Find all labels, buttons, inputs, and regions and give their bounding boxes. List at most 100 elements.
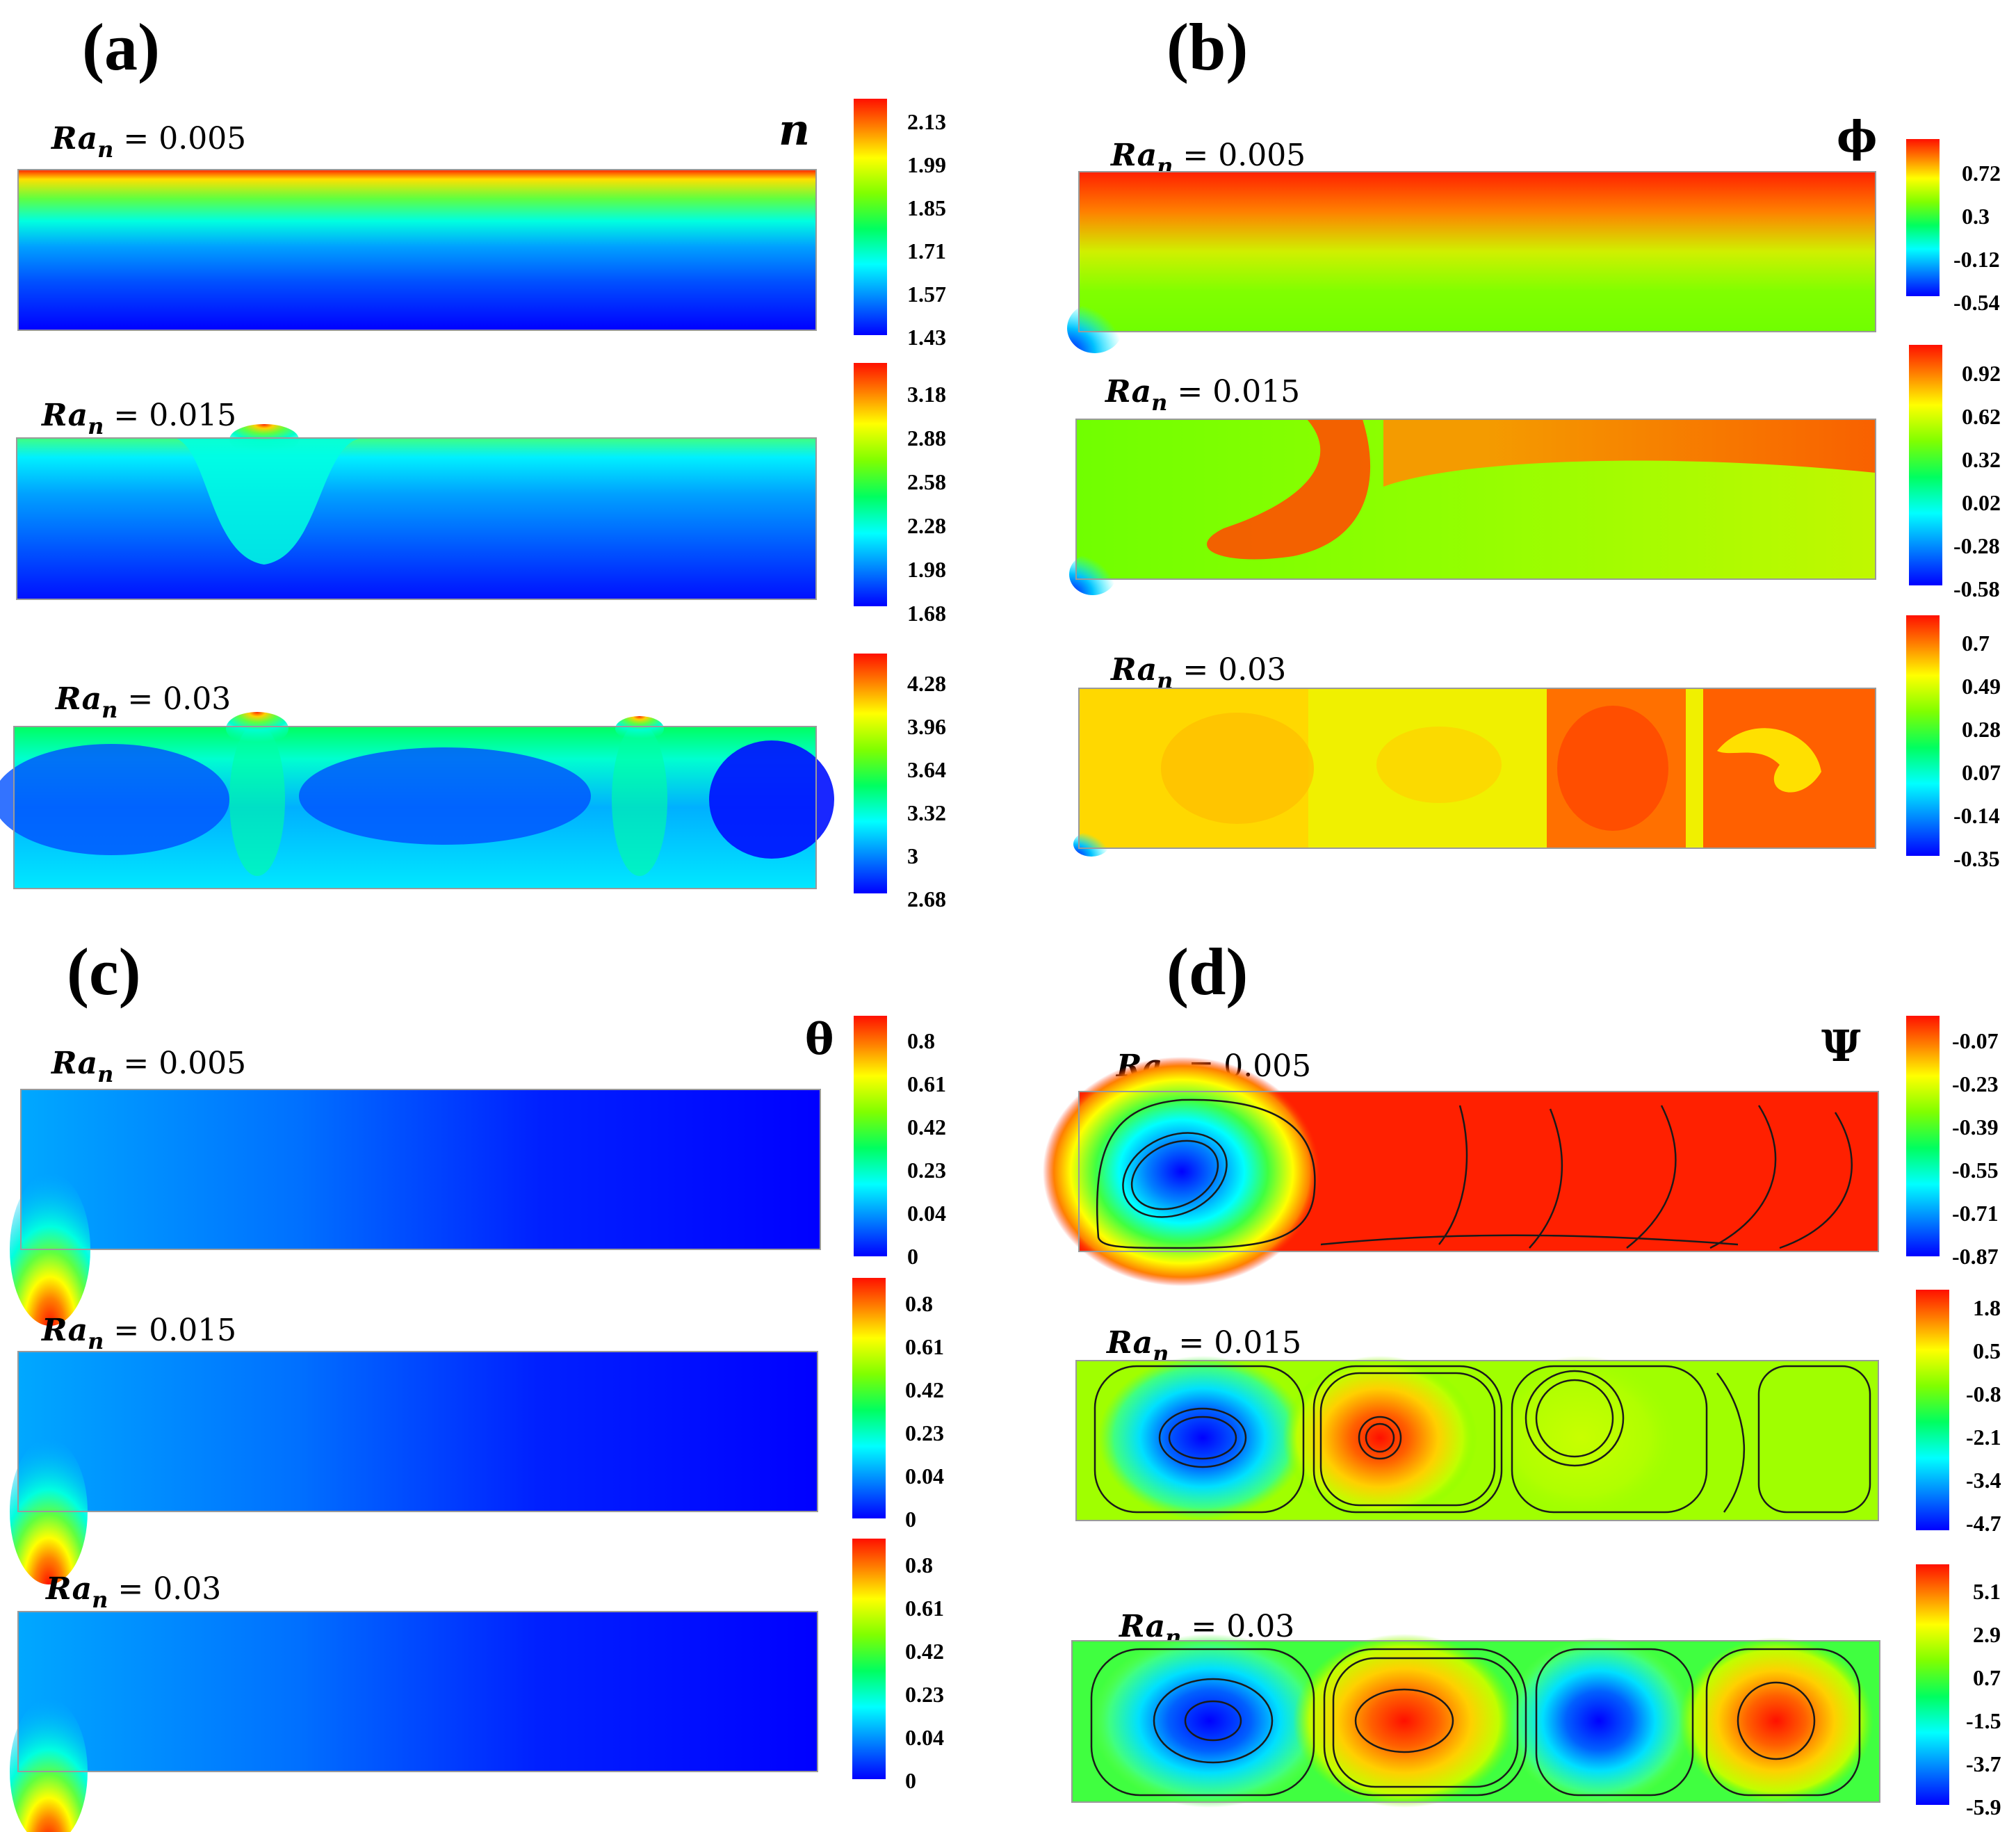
tick-label: 0.32 [1962,447,2001,472]
tick-label: -0.07 [1952,1028,1999,1053]
contour-d2 [1075,1356,1879,1521]
tick-label: 0.28 [1962,717,2001,742]
panel-c: Ran = 0.005 Ran = 0.015 Ran = 0.03 [10,1046,821,1832]
ra-label-d2: Ran = 0.015 [1105,1325,1301,1367]
tick-label: -0.12 [1953,247,2000,272]
ra-label-a2: Ran = 0.015 [40,398,236,439]
contour-a1 [17,169,817,331]
tick-label: 1.68 [907,601,946,626]
tick-label: -0.35 [1953,846,2000,871]
contour-b2 [1069,419,1876,595]
tick-label: 1.8 [1973,1295,2001,1320]
colorbar-c1 [854,1016,887,1256]
tick-label: 0.04 [905,1725,944,1750]
tick-label: -0.8 [1966,1381,2001,1407]
ra-label-a3: Ran = 0.03 [54,681,231,723]
tick-label: -0.87 [1952,1244,1999,1269]
contour-d3 [1071,1634,1880,1808]
tick-label: 3.96 [907,714,946,739]
contour-d1 [1043,1057,1879,1286]
panel-label-b: (b) [1166,10,1248,84]
panel-d: Ran= 0.005 Ran= 0.015 [1043,1048,1880,1808]
tick-label: 0.23 [905,1420,944,1445]
contour-b1 [1067,171,1876,353]
tick-label: 0.04 [907,1201,946,1226]
colorbars [852,99,1949,1805]
colorbar-d1 [1906,1016,1940,1256]
tick-label: 3.32 [907,800,946,825]
tick-label: 0.61 [907,1071,946,1096]
tick-label: 0.42 [905,1377,944,1402]
colorbar-b3 [1906,615,1940,856]
tick-label: 0.07 [1962,760,2001,785]
ra-label-b2: Ran = 0.015 [1104,374,1300,416]
tick-label: -0.58 [1953,576,2000,601]
tick-label: 0 [905,1768,916,1793]
tick-label: 3 [907,843,918,868]
tick-label: -0.23 [1952,1071,1999,1096]
tick-label: 2.68 [907,886,946,911]
colorbar-c2 [852,1278,886,1518]
tick-label: 0.8 [905,1291,933,1316]
tick-label: 0.23 [905,1682,944,1707]
symbol-n: n [779,104,810,155]
contour-c1 [10,1089,821,1326]
tick-label: 0.61 [905,1334,944,1359]
tick-label: 0.04 [905,1464,944,1489]
ra-label-a1: Ran = 0.005 [50,121,246,163]
tick-label: 0.8 [907,1028,935,1053]
symbol-phi: ϕ [1837,111,1877,162]
tick-label: 3.18 [907,382,946,407]
colorbar-ticks: 2.13 1.99 1.85 1.71 1.57 1.43 3.18 2.88 … [905,109,2001,1819]
tick-label: -0.39 [1952,1114,1999,1140]
tick-label: 0 [905,1507,916,1532]
tick-label: 0.5 [1973,1338,2001,1363]
panel-label-a: (a) [82,10,160,84]
ra-label-c1: Ran = 0.005 [50,1046,246,1087]
tick-label: 0.02 [1962,490,2001,515]
ra-label-c2: Ran = 0.015 [40,1313,236,1354]
panel-a: Ran = 0.005 Ran = 0.015 Ran = 0.03 [0,121,834,889]
tick-label: 4.28 [907,671,946,696]
ra-label-b3: Ran = 0.03 [1109,652,1286,694]
panel-b: Ran = 0.005 Ran = 0.015 Ran = 0.03 [1067,138,1876,857]
contour-c3 [10,1611,818,1832]
contour-c2 [10,1351,818,1584]
tick-label: -3.4 [1966,1468,2001,1493]
panel-label-d: (d) [1166,934,1248,1009]
symbol-psi: Ψ [1821,1021,1861,1071]
tick-label: 0.49 [1962,674,2001,699]
tick-label: 1.85 [907,195,946,220]
tick-label: -0.28 [1953,533,2000,558]
contour-a2 [16,424,817,600]
tick-label: 2.88 [907,425,946,451]
symbol-theta: θ [805,1014,834,1064]
tick-label: 0.8 [905,1553,933,1578]
tick-label: 0.61 [905,1596,944,1621]
tick-label: 0.92 [1962,361,2001,386]
colorbar-a3 [854,654,887,893]
tick-label: 0.62 [1962,404,2001,429]
tick-label: 1.43 [907,325,946,350]
tick-label: -0.14 [1953,803,2000,828]
tick-label: 2.28 [907,513,946,538]
tick-label: 0.72 [1962,161,2001,186]
tick-label: 0.23 [907,1158,946,1183]
tick-label: 2.13 [907,109,946,134]
tick-label: 0.7 [1962,631,1990,656]
tick-label: 3.64 [907,757,946,782]
colorbar-a2 [854,363,887,606]
panel-label-c: (c) [67,934,141,1009]
tick-label: -0.55 [1952,1158,1999,1183]
tick-label: -0.71 [1952,1201,1999,1226]
tick-label: -4.7 [1966,1511,2001,1536]
contour-b3 [1073,688,1876,857]
tick-label: 1.99 [907,152,946,177]
tick-label: 0 [907,1244,918,1269]
tick-label: 1.71 [907,238,946,264]
tick-label: 5.1 [1973,1579,2001,1604]
ra-label-b1: Ran = 0.005 [1109,138,1306,179]
tick-label: 0.3 [1962,204,1990,229]
tick-label: -1.5 [1966,1708,2001,1733]
